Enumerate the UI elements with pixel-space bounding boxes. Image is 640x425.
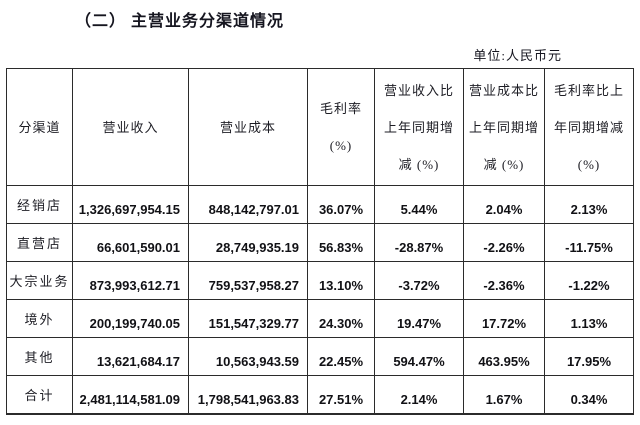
cell-cost_yoy: -2.26% — [463, 223, 545, 262]
column-header-gross_margin: 毛利率 (%) — [307, 68, 375, 186]
cell-revenue_yoy: -28.87% — [374, 223, 464, 262]
cell-revenue: 200,199,740.05 — [72, 299, 189, 338]
cell-revenue_yoy: 19.47% — [374, 299, 464, 338]
cell-revenue_yoy: 5.44% — [374, 185, 464, 224]
cell-cost_yoy: 463.95% — [463, 337, 545, 376]
cell-channel: 大宗业务 — [6, 261, 73, 300]
cell-cost: 1,798,541,963.83 — [188, 375, 308, 414]
cell-cost: 151,547,329.77 — [188, 299, 308, 338]
cell-margin_yoy: 17.95% — [544, 337, 634, 376]
cell-margin_yoy: -11.75% — [544, 223, 634, 262]
column-header-revenue: 营业收入 — [72, 68, 189, 186]
cell-channel: 经销店 — [6, 185, 73, 224]
cell-revenue: 873,993,612.71 — [72, 261, 189, 300]
cell-revenue: 1,326,697,954.15 — [72, 185, 189, 224]
table-row: 直营店 66,601,590.01 28,749,935.19 56.83% -28.8… — [6, 223, 634, 262]
cell-revenue: 66,601,590.01 — [72, 223, 189, 262]
cell-cost: 848,142,797.01 — [188, 185, 308, 224]
column-header-revenue_yoy: 营业收入比 上年同期增 减 (%) — [374, 68, 464, 186]
table-header: 分渠道 营业收入 营业成本 毛利率 (%) 营业收入比 上年同期增 减 (%) 营业成本比… — [6, 68, 634, 186]
cell-gross_margin: 22.45% — [307, 337, 375, 376]
cell-cost_yoy: 1.67% — [463, 375, 545, 414]
cell-margin_yoy: 1.13% — [544, 299, 634, 338]
cell-gross_margin: 13.10% — [307, 261, 375, 300]
table-row: 其他 13,621,684.17 10,563,943.59 22.45% 594.47… — [6, 337, 634, 376]
table-row: 境外 200,199,740.05 151,547,329.77 24.30% 19.4… — [6, 299, 634, 338]
currency-unit-note: 单位:人民币元 — [473, 48, 562, 63]
table-row: 经销店 1,326,697,954.15 848,142,797.01 36.07% 5… — [6, 185, 634, 224]
cell-gross_margin: 56.83% — [307, 223, 375, 262]
cell-channel: 其他 — [6, 337, 73, 376]
cell-gross_margin: 36.07% — [307, 185, 375, 224]
cell-margin_yoy: 0.34% — [544, 375, 634, 414]
section-title: （二） 主营业务分渠道情况 — [75, 13, 285, 30]
table-header-row: 分渠道 营业收入 营业成本 毛利率 (%) 营业收入比 上年同期增 减 (%) 营业成本比… — [6, 68, 634, 186]
cell-cost: 759,537,958.27 — [188, 261, 308, 300]
column-header-cost: 营业成本 — [188, 68, 308, 186]
table-row: 合计 2,481,114,581.09 1,798,541,963.83 27.51%… — [6, 375, 634, 414]
column-header-cost_yoy: 营业成本比 上年同期增 减 (%) — [463, 68, 545, 186]
cell-revenue_yoy: 594.47% — [374, 337, 464, 376]
cell-revenue: 13,621,684.17 — [72, 337, 189, 376]
cell-cost_yoy: 2.04% — [463, 185, 545, 224]
channel-breakdown-table: 分渠道 营业收入 营业成本 毛利率 (%) 营业收入比 上年同期增 减 (%) 营业成本比… — [6, 68, 634, 415]
cell-channel: 直营店 — [6, 223, 73, 262]
cell-gross_margin: 27.51% — [307, 375, 375, 414]
cell-cost: 10,563,943.59 — [188, 337, 308, 376]
cell-cost: 28,749,935.19 — [188, 223, 308, 262]
cell-revenue: 2,481,114,581.09 — [72, 375, 189, 414]
cell-gross_margin: 24.30% — [307, 299, 375, 338]
cell-margin_yoy: -1.22% — [544, 261, 634, 300]
column-header-margin_yoy: 毛利率比上 年同期增减 (%) — [544, 68, 634, 186]
cell-revenue_yoy: -3.72% — [374, 261, 464, 300]
column-header-channel: 分渠道 — [6, 68, 73, 186]
cell-cost_yoy: 17.72% — [463, 299, 545, 338]
cell-revenue_yoy: 2.14% — [374, 375, 464, 414]
cell-channel: 合计 — [6, 375, 73, 414]
cell-channel: 境外 — [6, 299, 73, 338]
table-row: 大宗业务 873,993,612.71 759,537,958.27 13.10% -3… — [6, 261, 634, 300]
cell-margin_yoy: 2.13% — [544, 185, 634, 224]
cell-cost_yoy: -2.36% — [463, 261, 545, 300]
table-body: 经销店 1,326,697,954.15 848,142,797.01 36.07% 5… — [6, 185, 634, 414]
